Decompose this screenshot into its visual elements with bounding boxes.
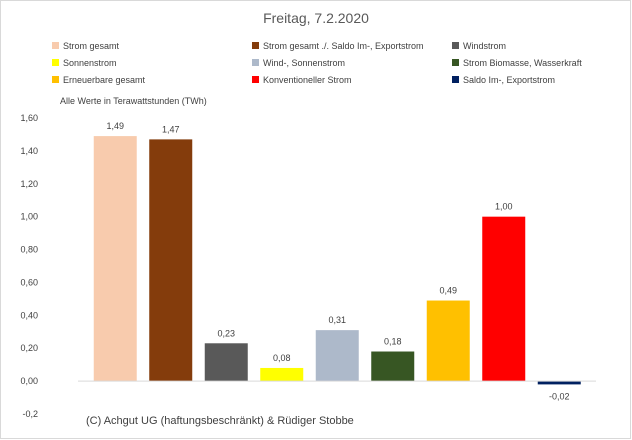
bar <box>204 343 248 382</box>
data-label: 0,49 <box>439 286 457 296</box>
y-tick-label: 1,40 <box>20 146 38 156</box>
y-tick-label: 0,20 <box>20 343 38 353</box>
y-tick-label: 1,20 <box>20 179 38 189</box>
legend-label: Windstrom <box>463 41 507 51</box>
legend-swatch <box>452 59 459 67</box>
legend-swatch <box>52 76 59 84</box>
legend-item-konventioneller-strom: Konventioneller Strom <box>252 75 352 85</box>
legend-swatch <box>252 42 259 50</box>
legend-label: Strom gesamt ./. Saldo Im-, Exportstrom <box>263 41 424 51</box>
bar <box>260 367 304 382</box>
y-tick-label: 1,60 <box>20 113 38 123</box>
y-tick-label: 0,40 <box>20 310 38 320</box>
legend-label: Wind-, Sonnenstrom <box>263 58 346 68</box>
legend-label: Erneuerbare gesamt <box>63 75 146 85</box>
legend-item-windstrom: Windstrom <box>452 41 506 51</box>
bar <box>93 136 137 382</box>
y-tick-label: 1,00 <box>20 212 38 222</box>
bar <box>149 139 193 382</box>
unit-note: Alle Werte in Terawattstunden (TWh) <box>60 96 207 106</box>
legend-label: Konventioneller Strom <box>263 75 352 85</box>
legend-label: Saldo Im-, Exportstrom <box>463 75 556 85</box>
legend-item-wind-sonnenstrom: Wind-, Sonnenstrom <box>252 58 345 68</box>
bar <box>537 381 581 385</box>
data-label: 0,08 <box>273 353 291 363</box>
legend-item-saldo: Saldo Im-, Exportstrom <box>452 75 555 85</box>
legend-swatch <box>52 42 59 50</box>
y-tick-label: 0,60 <box>20 277 38 287</box>
legend-item-erneuerbare-gesamt: Erneuerbare gesamt <box>52 75 145 85</box>
y-tick-label: 0,00 <box>20 376 38 386</box>
legend-swatch <box>452 42 459 50</box>
legend-swatch <box>452 76 459 84</box>
bar <box>371 351 415 382</box>
y-tick-label: -0,2 <box>22 409 38 419</box>
data-label: 1,47 <box>162 124 180 134</box>
data-label: 0,23 <box>217 328 235 338</box>
data-label: 1,00 <box>495 202 513 212</box>
y-tick-label: 0,80 <box>20 245 38 255</box>
data-label: 0,31 <box>328 315 346 325</box>
copyright-footer: (C) Achgut UG (haftungsbeschränkt) & Rüd… <box>80 415 360 427</box>
data-label: -0,02 <box>549 391 570 401</box>
legend-swatch <box>252 59 259 67</box>
bar <box>315 330 359 382</box>
legend-item-biomasse-wasserkraft: Strom Biomasse, Wasserkraft <box>452 58 582 68</box>
bar <box>426 300 470 382</box>
legend-label: Sonnenstrom <box>63 58 117 68</box>
legend-swatch <box>252 76 259 84</box>
bar <box>482 216 526 382</box>
legend-item-strom-gesamt: Strom gesamt <box>52 41 119 51</box>
legend-label: Strom gesamt <box>63 41 120 51</box>
data-label: 1,49 <box>106 121 124 131</box>
legend-swatch <box>52 59 59 67</box>
legend-item-sonnenstrom: Sonnenstrom <box>52 58 117 68</box>
chart-title: Freitag, 7.2.2020 <box>263 10 369 26</box>
legend-label: Strom Biomasse, Wasserkraft <box>463 58 582 68</box>
legend-item-strom-gesamt-saldo: Strom gesamt ./. Saldo Im-, Exportstrom <box>252 41 424 51</box>
data-label: 0,18 <box>384 337 402 347</box>
